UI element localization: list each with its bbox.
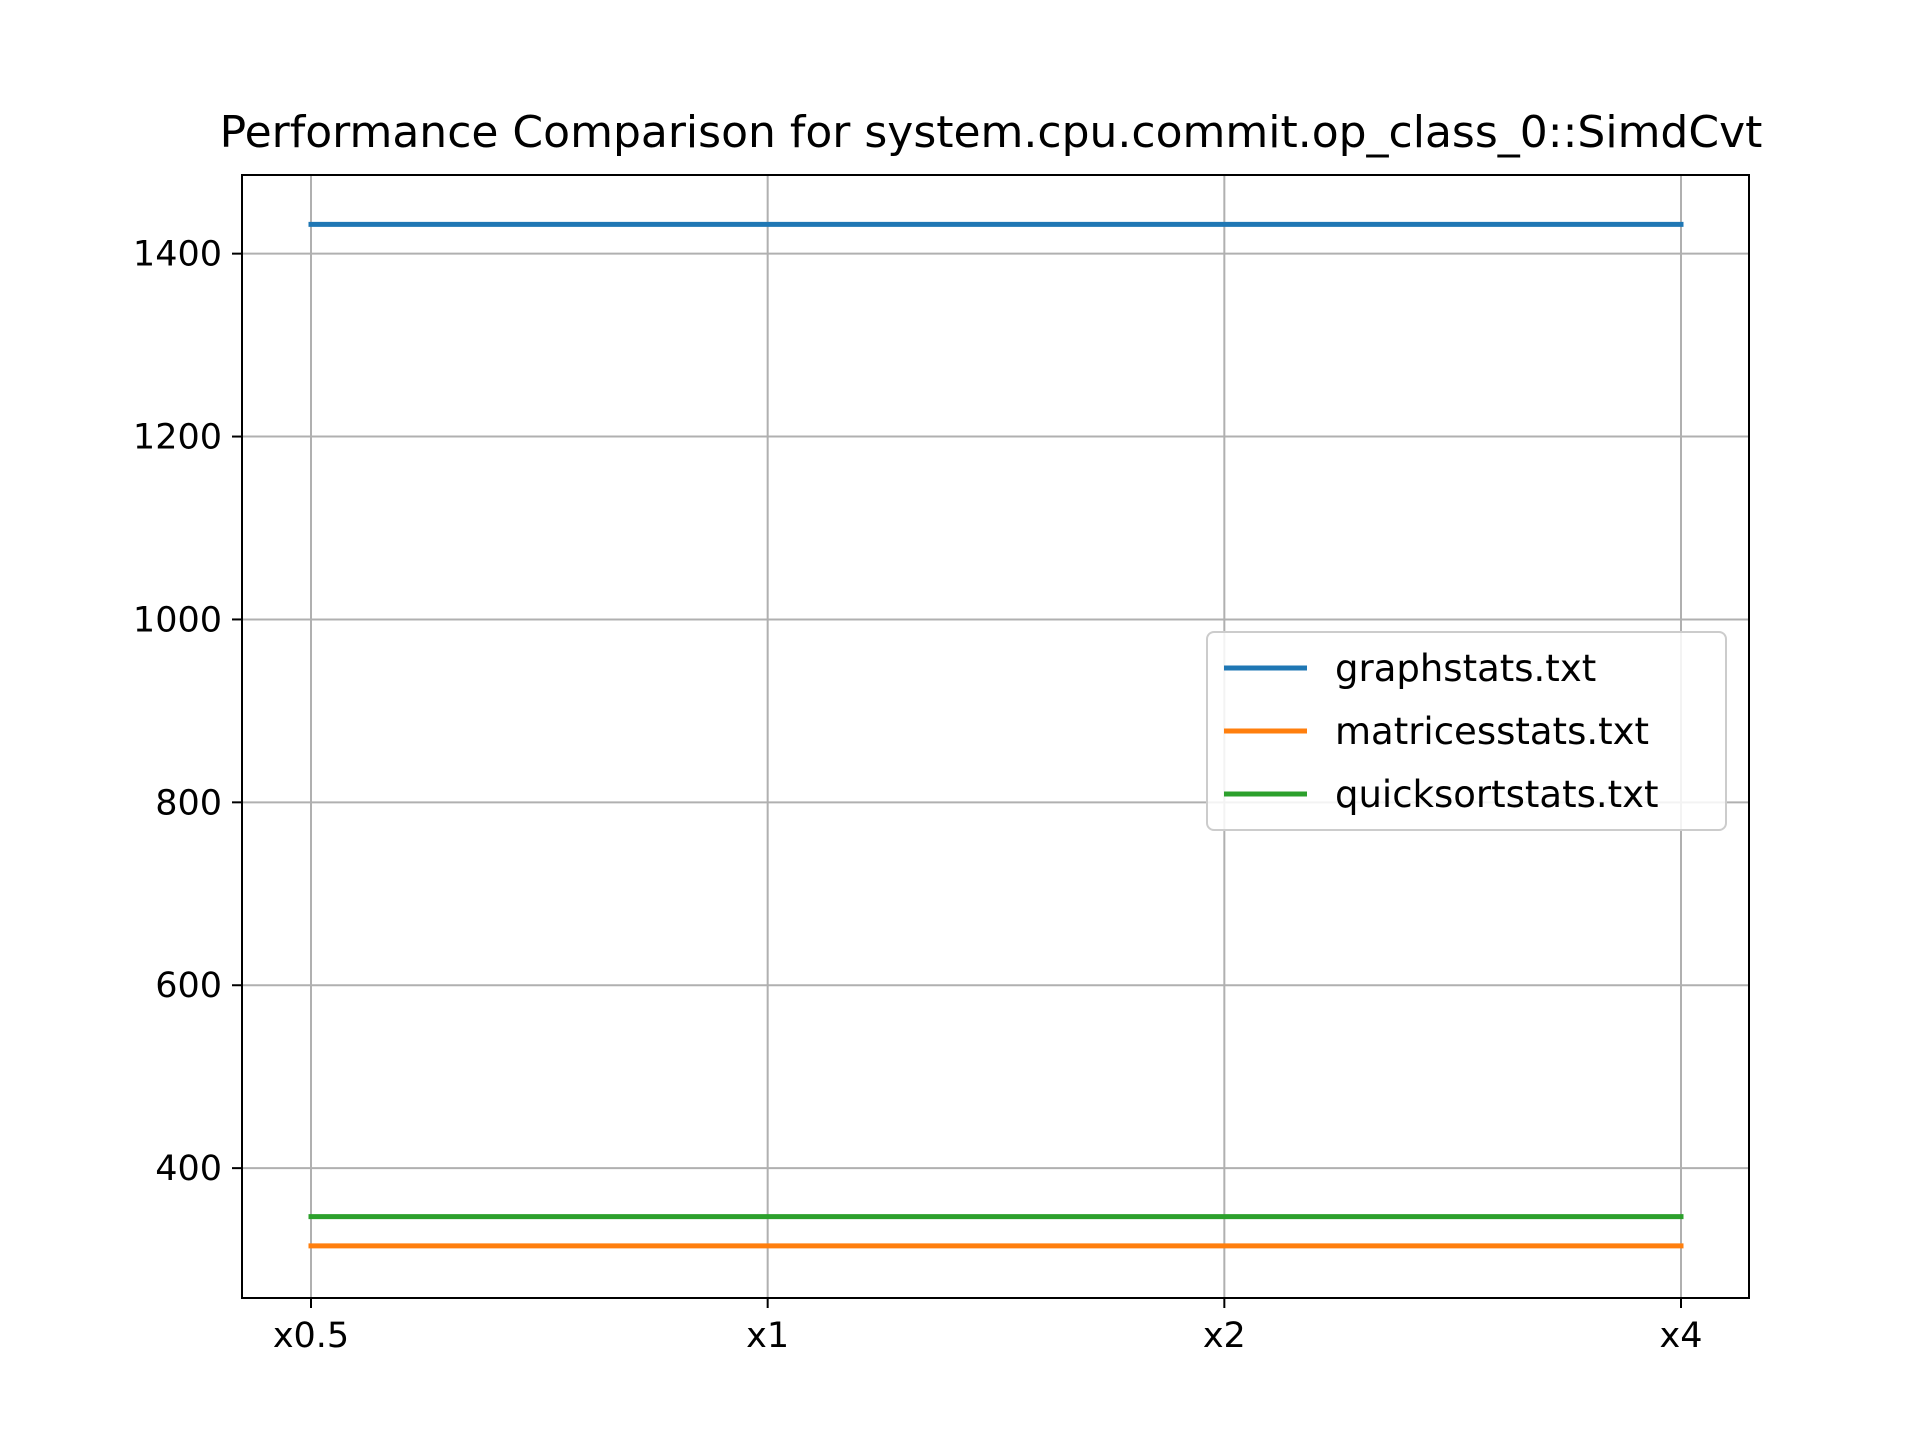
legend-label: quicksortstats.txt: [1335, 773, 1659, 816]
legend-label: matricesstats.txt: [1335, 710, 1649, 753]
y-tick-label: 1000: [133, 600, 222, 640]
x-tick-label: x2: [1203, 1316, 1246, 1356]
y-tick-label: 600: [155, 966, 222, 1006]
x-tick-label: x4: [1660, 1316, 1703, 1356]
x-tick-label: x1: [746, 1316, 789, 1356]
y-tick-label: 1400: [133, 235, 222, 275]
y-tick-label: 1200: [133, 418, 222, 458]
y-tick-label: 800: [155, 783, 222, 823]
x-tick-label: x0.5: [273, 1316, 349, 1356]
chart-title: Performance Comparison for system.cpu.co…: [220, 107, 1763, 158]
y-axis: 400 600 800 1000 1200 1400: [133, 235, 242, 1189]
series-layer: [308, 221, 1684, 1249]
plot-frame: [241, 174, 1750, 1299]
legend-box: [1206, 631, 1727, 831]
legend: graphstats.txt matricesstats.txt quicksort…: [1206, 631, 1727, 831]
legend-label: graphstats.txt: [1335, 647, 1596, 690]
x-axis: x0.5 x1 x2 x4: [273, 1298, 1703, 1356]
y-tick-label: 400: [155, 1149, 222, 1189]
